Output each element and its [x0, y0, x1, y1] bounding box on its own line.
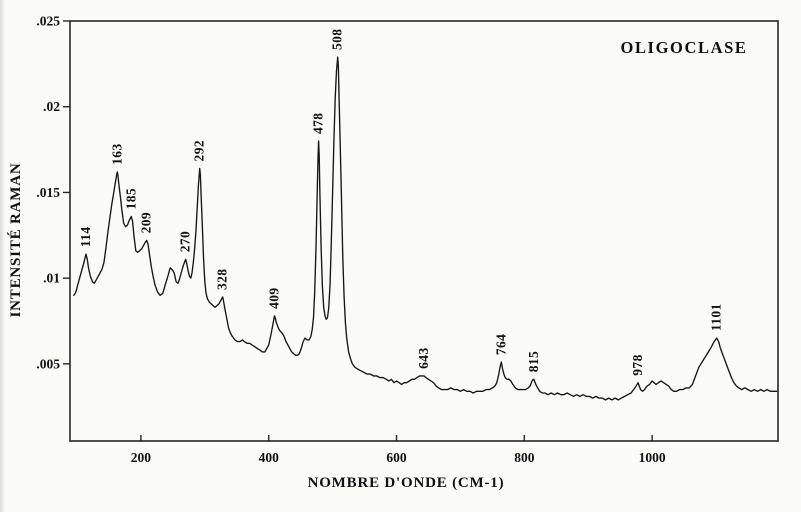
peak-label-764: 764 — [493, 334, 508, 355]
spectrum-curve-group — [73, 56, 778, 401]
x-tick-label-600: 600 — [386, 450, 407, 465]
x-tick-label-1000: 1000 — [639, 450, 666, 465]
y-tick-label-.015: .015 — [36, 185, 60, 200]
peak-label-292: 292 — [192, 140, 207, 161]
peak-label-328: 328 — [215, 269, 230, 290]
peak-label-478: 478 — [311, 113, 326, 134]
peak-label-163: 163 — [109, 143, 124, 164]
peak-label-114: 114 — [78, 226, 93, 247]
plot-frame — [69, 20, 779, 442]
y-axis-label: INTENSITÉ RAMAN — [7, 163, 24, 318]
axis-ticks: 200 400 600 800 1000 .005 .01 .015 .02 .025 — [36, 14, 665, 466]
peak-label-185: 185 — [123, 188, 138, 209]
peak-label-978: 978 — [630, 354, 645, 375]
chart-title: OLIGOCLASE — [621, 38, 748, 57]
peak-label-209: 209 — [139, 212, 154, 233]
peak-label-270: 270 — [178, 231, 193, 252]
y-tick-label-.005: .005 — [36, 356, 60, 371]
peak-label-1101: 1101 — [709, 303, 724, 331]
plot-border — [69, 20, 779, 442]
peak-label-643: 643 — [416, 347, 431, 368]
y-tick-label-.02: .02 — [43, 99, 60, 114]
y-tick-label-.025: .025 — [36, 14, 60, 29]
peak-label-815: 815 — [526, 351, 541, 372]
x-tick-label-800: 800 — [514, 450, 535, 465]
x-axis-label: NOMBRE D'ONDE (CM-1) — [308, 475, 505, 491]
peak-label-409: 409 — [266, 287, 281, 308]
peak-label-508: 508 — [330, 29, 345, 50]
x-tick-label-200: 200 — [131, 450, 152, 465]
spectrum-curve — [73, 56, 778, 401]
y-tick-label-.01: .01 — [43, 271, 60, 286]
x-tick-label-400: 400 — [259, 450, 280, 465]
